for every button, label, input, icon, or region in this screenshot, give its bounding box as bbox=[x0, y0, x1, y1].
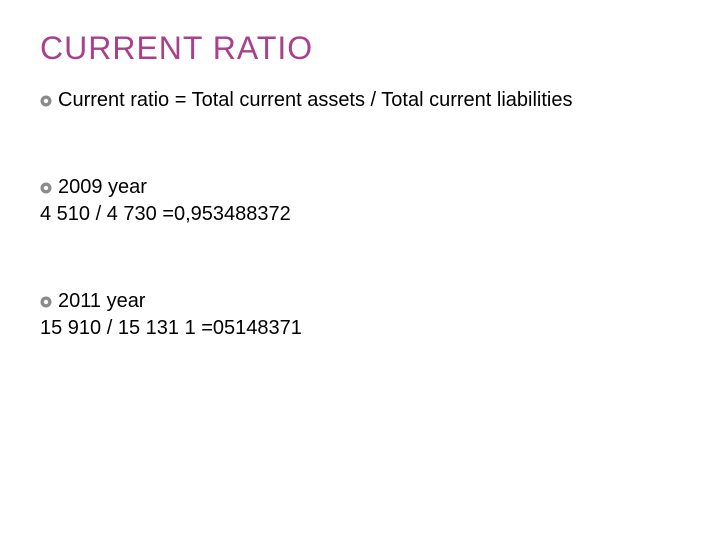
bullet-icon bbox=[40, 296, 52, 308]
bullet-icon bbox=[40, 95, 52, 107]
content-block: 2011 year 15 910 / 15 131 1 =05148371 bbox=[40, 288, 680, 342]
bullet-text: 2011 year bbox=[58, 290, 145, 312]
bullet-icon bbox=[40, 182, 52, 194]
bullet-text: Current ratio = Total current assets / T… bbox=[58, 89, 573, 111]
content-block: Current ratio = Total current assets / T… bbox=[40, 87, 680, 114]
slide-title: CURRENT RATIO bbox=[40, 30, 680, 67]
plain-text: 15 910 / 15 131 1 =05148371 bbox=[40, 315, 680, 342]
bullet-text: 2009 year bbox=[58, 176, 147, 198]
slide: CURRENT RATIO Current ratio = Total curr… bbox=[0, 0, 720, 540]
plain-text: 4 510 / 4 730 =0,953488372 bbox=[40, 201, 680, 228]
content-block: 2009 year 4 510 / 4 730 =0,953488372 bbox=[40, 174, 680, 228]
slide-body: Current ratio = Total current assets / T… bbox=[40, 87, 680, 342]
